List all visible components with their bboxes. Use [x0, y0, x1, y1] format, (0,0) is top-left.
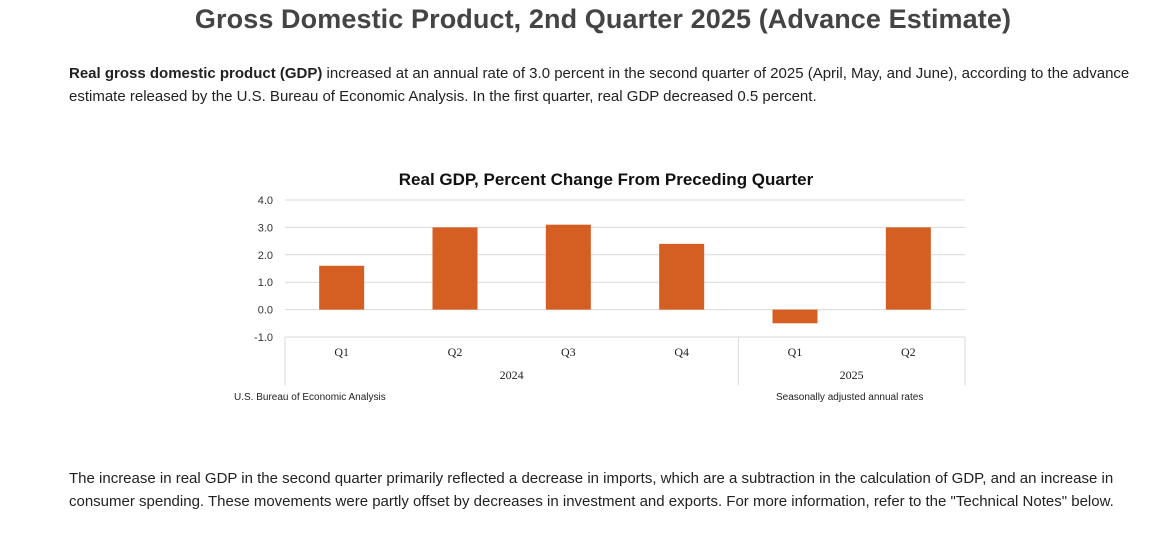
bar: [885, 227, 931, 310]
group-label: 2025: [840, 368, 864, 382]
x-tick-label: Q2: [448, 345, 463, 359]
body-paragraph: The increase in real GDP in the second q…: [69, 470, 1114, 510]
y-tick-label: 2.0: [258, 250, 273, 262]
intro-paragraph: Real gross domestic product (GDP) increa…: [69, 62, 1139, 108]
y-tick-label: 4.0: [258, 195, 273, 207]
bar: [319, 265, 365, 310]
page-title: Gross Domestic Product, 2nd Quarter 2025…: [194, 4, 1012, 34]
chart-title: Real GDP, Percent Change From Preceding …: [399, 170, 814, 189]
chart-source: U.S. Bureau of Economic Analysis: [234, 392, 386, 403]
y-tick-label: 3.0: [258, 222, 273, 234]
x-tick-label: Q1: [334, 345, 349, 359]
chart-note: Seasonally adjusted annual rates: [776, 392, 924, 403]
bar: [659, 243, 705, 310]
intro-text: increased at an annual rate of 3.0 perce…: [69, 65, 1130, 105]
bar: [772, 309, 818, 324]
x-tick-label: Q2: [901, 345, 916, 359]
y-tick-label: 0.0: [258, 305, 273, 317]
y-tick-label: -1.0: [254, 332, 273, 344]
x-tick-label: Q1: [788, 345, 803, 359]
bar: [545, 224, 591, 310]
y-tick-label: 1.0: [258, 277, 273, 289]
x-tick-label: Q4: [674, 345, 689, 359]
bar: [432, 227, 478, 310]
x-tick-label: Q3: [561, 345, 576, 359]
gdp-bar-chart: Real GDP, Percent Change From Preceding …: [254, 170, 966, 385]
group-label: 2024: [500, 368, 524, 382]
intro-bold: Real gross domestic product (GDP): [69, 65, 323, 82]
